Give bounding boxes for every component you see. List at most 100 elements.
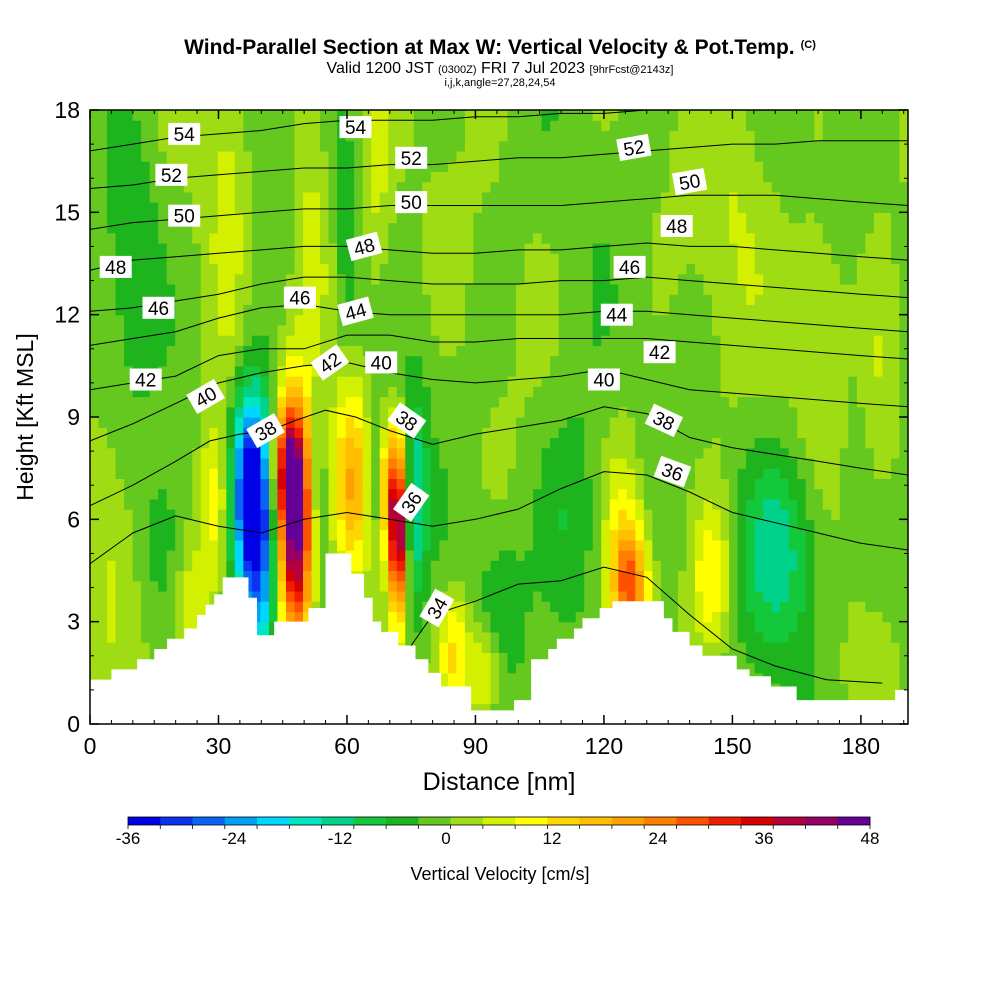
w-cell	[771, 539, 781, 551]
w-cell	[626, 509, 636, 520]
w-cell	[260, 294, 270, 306]
w-cell	[677, 529, 688, 541]
w-cell	[754, 468, 764, 479]
w-cell	[601, 437, 611, 449]
w-cell	[337, 110, 347, 121]
w-cell	[712, 120, 722, 132]
w-cell	[192, 621, 202, 633]
w-cell	[328, 437, 338, 449]
w-cell	[754, 447, 764, 459]
w-cell	[260, 140, 270, 152]
w-cell	[516, 273, 526, 285]
w-cell	[396, 396, 406, 408]
w-cell	[303, 181, 313, 193]
w-cell	[575, 468, 585, 479]
w-cell	[158, 202, 168, 213]
w-cell	[516, 601, 526, 613]
w-cell	[328, 161, 338, 172]
w-cell	[268, 263, 279, 275]
w-cell	[660, 550, 671, 561]
w-cell	[533, 191, 543, 203]
w-cell	[251, 140, 262, 152]
w-cell	[183, 181, 193, 193]
w-cell	[158, 447, 168, 459]
w-cell	[285, 150, 296, 162]
w-cell	[720, 560, 730, 572]
w-cell	[516, 488, 526, 500]
w-cell	[780, 263, 790, 275]
w-cell	[609, 498, 619, 510]
w-cell	[413, 171, 423, 183]
w-cell	[541, 140, 551, 152]
w-cell	[141, 161, 151, 172]
w-cell	[337, 457, 347, 469]
w-cell	[209, 181, 219, 193]
w-cell	[90, 150, 100, 162]
w-cell	[652, 427, 662, 439]
w-cell	[490, 304, 500, 316]
w-cell	[439, 570, 449, 582]
w-cell	[320, 294, 330, 306]
w-cell	[141, 314, 151, 326]
w-cell	[345, 345, 355, 357]
w-cell	[337, 386, 347, 398]
w-cell	[268, 355, 279, 367]
w-cell	[320, 406, 330, 418]
w-cell	[260, 601, 270, 613]
w-cell	[285, 140, 296, 152]
w-cell	[260, 212, 270, 224]
w-cell	[192, 110, 202, 121]
w-cell	[439, 468, 449, 479]
w-cell	[737, 611, 747, 623]
w-cell	[550, 498, 560, 510]
w-cell	[473, 335, 483, 346]
w-cell	[481, 539, 492, 551]
w-cell	[464, 662, 475, 674]
w-cell	[354, 457, 364, 469]
w-cell	[771, 611, 781, 623]
w-cell	[584, 222, 594, 234]
w-cell	[456, 519, 466, 531]
w-cell	[439, 150, 449, 162]
w-cell	[243, 191, 253, 203]
w-cell	[243, 365, 253, 377]
w-cell	[541, 498, 551, 510]
w-cell	[788, 273, 798, 285]
w-cell	[481, 478, 492, 490]
w-cell	[141, 417, 151, 428]
w-cell	[754, 498, 764, 510]
w-cell	[507, 161, 517, 172]
w-cell	[533, 283, 543, 295]
w-cell	[226, 283, 236, 295]
w-cell	[90, 457, 100, 469]
w-cell	[626, 498, 636, 510]
w-cell	[209, 191, 219, 203]
w-cell	[439, 355, 449, 367]
valid-date: FRI 7 Jul 2023	[481, 60, 586, 77]
w-cell	[345, 478, 355, 490]
w-cell	[447, 662, 457, 674]
w-cell	[362, 191, 372, 203]
w-cell	[132, 212, 142, 224]
w-cell	[447, 110, 457, 121]
w-cell	[192, 345, 202, 357]
w-cell	[217, 509, 227, 520]
w-cell	[124, 171, 134, 183]
w-cell	[456, 580, 466, 592]
w-cell	[217, 171, 227, 183]
w-cell	[490, 161, 500, 172]
w-cell	[643, 386, 653, 398]
w-cell	[788, 140, 798, 152]
w-cell	[763, 110, 773, 121]
w-cell	[388, 468, 398, 479]
w-cell	[98, 590, 108, 602]
w-cell	[413, 212, 423, 224]
w-cell	[643, 550, 653, 561]
w-cell	[575, 273, 585, 285]
w-cell	[107, 335, 117, 346]
w-cell	[481, 120, 492, 132]
w-cell	[720, 324, 730, 336]
w-cell	[763, 457, 773, 469]
w-cell	[754, 376, 764, 387]
w-cell	[337, 324, 347, 336]
